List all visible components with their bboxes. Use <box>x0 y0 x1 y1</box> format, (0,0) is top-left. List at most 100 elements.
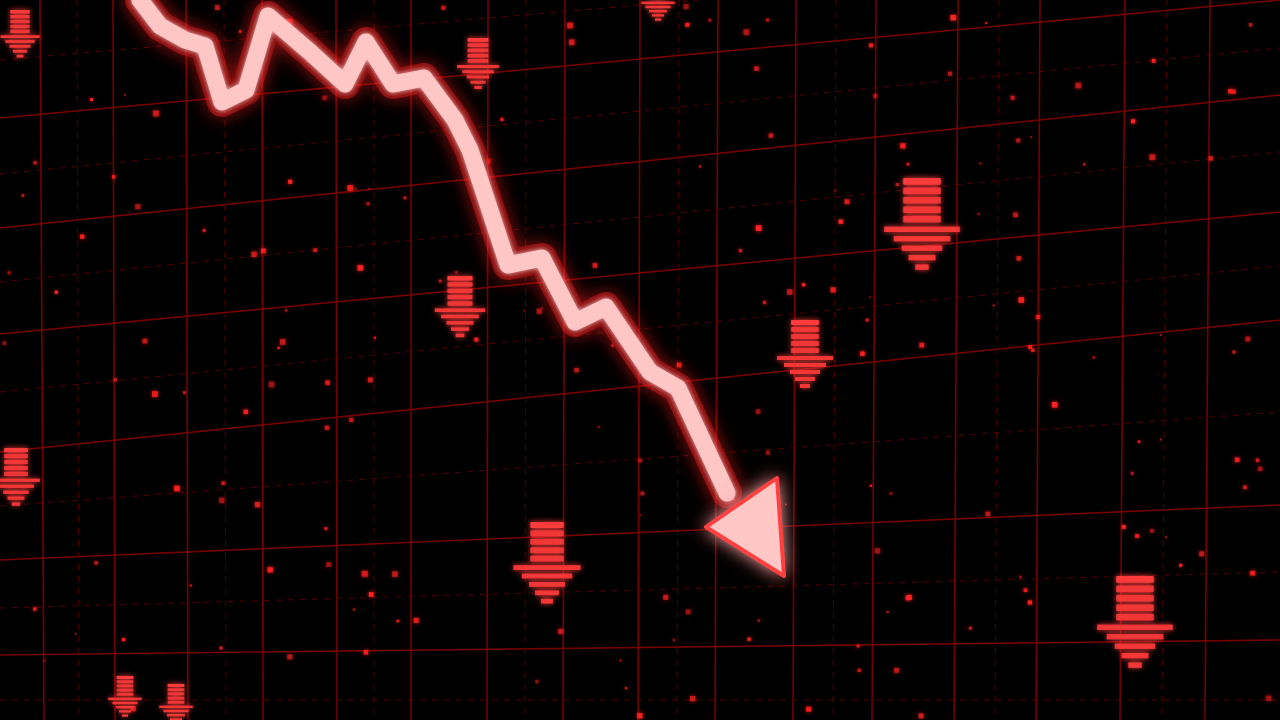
particle <box>1035 314 1041 320</box>
particle <box>754 66 759 71</box>
particle <box>1023 588 1028 592</box>
particle <box>985 511 991 517</box>
particle <box>367 377 373 383</box>
particle <box>906 162 910 166</box>
particle <box>698 165 701 168</box>
particle <box>94 561 98 565</box>
particle <box>743 29 750 35</box>
trend-line <box>131 0 736 502</box>
particle <box>592 263 598 268</box>
particle <box>672 638 676 642</box>
particle <box>2 341 7 346</box>
particle <box>984 22 987 25</box>
particle <box>1160 334 1162 336</box>
particle <box>624 687 628 690</box>
particle <box>1016 138 1021 143</box>
down-arrow-icon <box>513 522 581 604</box>
particle <box>1228 89 1233 94</box>
particle <box>268 381 275 388</box>
particle <box>947 71 953 76</box>
particle <box>676 362 682 368</box>
particle <box>7 271 11 275</box>
particle <box>683 3 689 10</box>
particle <box>1248 23 1253 27</box>
particle <box>135 204 141 210</box>
particle <box>1131 119 1136 124</box>
down-arrow-icons <box>0 1 1173 720</box>
particle <box>354 188 357 190</box>
particle <box>1019 575 1022 579</box>
down-arrow-icon <box>108 676 142 717</box>
particle <box>755 225 762 231</box>
particle <box>638 458 643 463</box>
particle <box>1028 345 1033 349</box>
particle <box>536 308 542 314</box>
particle <box>844 199 850 205</box>
particle <box>685 609 691 615</box>
particle <box>261 248 266 254</box>
particle <box>1027 600 1033 605</box>
particle <box>396 619 400 623</box>
particle <box>347 185 354 191</box>
particle <box>152 110 159 117</box>
particle <box>738 248 743 253</box>
particle <box>142 338 148 344</box>
particle <box>189 584 192 587</box>
particle <box>322 95 327 101</box>
particle <box>762 300 767 305</box>
particle <box>111 175 116 179</box>
particle <box>251 251 257 257</box>
particle <box>886 610 889 613</box>
down-arrow-icon <box>434 276 486 338</box>
particle <box>1245 336 1251 342</box>
trend-arrowhead <box>704 476 786 578</box>
particle <box>1092 356 1096 360</box>
particle <box>1121 525 1126 529</box>
particle <box>80 234 85 239</box>
particle <box>219 646 223 650</box>
particle <box>349 417 354 422</box>
particle <box>54 290 58 294</box>
particle <box>806 706 812 712</box>
particle <box>1010 95 1015 100</box>
particle <box>313 248 317 252</box>
particle <box>357 265 364 271</box>
particle <box>130 706 136 712</box>
particle <box>900 143 906 149</box>
particle <box>992 304 995 307</box>
particle <box>1135 534 1140 538</box>
particle <box>637 713 643 719</box>
particle <box>455 271 458 274</box>
particle <box>977 213 980 216</box>
particle <box>368 592 374 597</box>
particle <box>1208 156 1213 161</box>
particle <box>1243 485 1247 490</box>
particle <box>874 548 881 554</box>
particle <box>1016 256 1021 261</box>
particle <box>1160 438 1162 441</box>
particle <box>663 594 669 600</box>
particle <box>1137 440 1141 443</box>
particle <box>219 497 225 504</box>
particle <box>284 309 288 312</box>
particle <box>856 644 860 648</box>
particle <box>324 527 328 530</box>
particle <box>1234 457 1240 463</box>
particle <box>1151 58 1156 63</box>
particle <box>221 481 225 485</box>
particle <box>352 608 355 611</box>
particle <box>1051 402 1058 408</box>
particle <box>239 30 242 33</box>
particle <box>403 196 407 200</box>
particle <box>90 98 93 102</box>
particle <box>1030 136 1032 138</box>
down-arrow-icon <box>0 448 40 506</box>
particle <box>968 626 972 630</box>
particle <box>834 189 837 192</box>
particle <box>279 339 286 345</box>
particle <box>1130 471 1134 475</box>
particle <box>267 567 273 573</box>
particle <box>535 679 539 684</box>
particle <box>174 485 180 492</box>
particle <box>21 194 25 197</box>
